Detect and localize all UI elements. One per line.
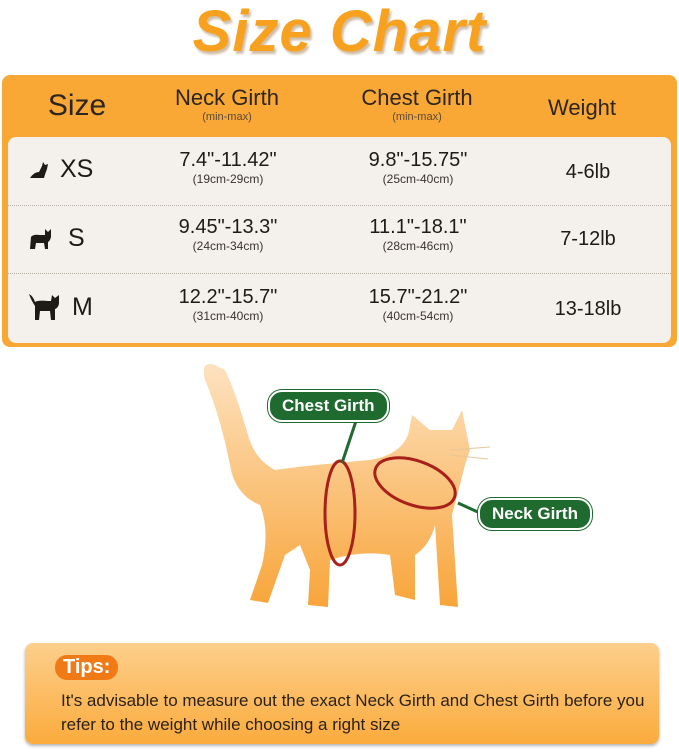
tips-label: Tips: [55, 655, 119, 680]
chest-cell: 9.8"-15.75" (25cm-40cm) [343, 149, 493, 186]
chest-in: 15.7"-21.2" [368, 286, 468, 308]
table-body: XS 7.4"-11.42" (19cm-29cm) 9.8"-15.75" (25… [8, 137, 671, 343]
chest-cm: (28cm-46cm) [382, 239, 454, 253]
chest-cell: 11.1"-18.1" (28cm-46cm) [343, 216, 493, 253]
header-weight: Weight [547, 95, 617, 120]
neck-cm: (31cm-40cm) [192, 309, 264, 323]
header-size: Size [47, 89, 107, 122]
header-neck-sub: (min-max) [202, 111, 252, 123]
cat-silhouette-icon [203, 364, 491, 607]
chest-cell: 15.7"-21.2" (40cm-54cm) [343, 286, 493, 323]
medium-cat-icon [30, 228, 51, 249]
weight-cell: 7-12lb [560, 228, 616, 250]
neck-cell: 9.45"-13.3" (24cm-34cm) [153, 216, 303, 253]
header-chest: Chest Girth (min-max) [342, 85, 492, 123]
table-header: Size Neck Girth (min-max) Chest Girth (m… [2, 75, 677, 137]
size-label: S [68, 224, 85, 252]
chest-cm: (25cm-40cm) [382, 172, 454, 186]
size-table: Size Neck Girth (min-max) Chest Girth (m… [2, 75, 677, 347]
neck-in: 12.2"-15.7" [178, 286, 278, 308]
table-row: XS 7.4"-11.42" (19cm-29cm) 9.8"-15.75" (25… [8, 137, 671, 205]
header-neck: Neck Girth (min-max) [152, 85, 302, 123]
chest-in: 9.8"-15.75" [368, 149, 468, 171]
size-label: M [72, 292, 93, 321]
weight-cell: 4-6lb [565, 161, 611, 183]
weight-cell: 13-18lb [554, 298, 622, 320]
neck-cm: (19cm-29cm) [192, 172, 264, 186]
header-chest-sub: (min-max) [392, 111, 442, 123]
neck-in: 9.45"-13.3" [178, 216, 278, 238]
size-cell: XS [28, 155, 93, 184]
small-cat-icon [30, 161, 48, 178]
neck-in: 7.4"-11.42" [179, 149, 277, 171]
neck-cell: 12.2"-15.7" (31cm-40cm) [153, 286, 303, 323]
size-cell: M [28, 292, 93, 322]
tips-box: Tips: It's advisable to measure out the … [25, 643, 659, 744]
cat-measurement-diagram [190, 355, 491, 620]
chest-cm: (40cm-54cm) [382, 309, 454, 323]
header-neck-label: Neck Girth [175, 85, 279, 110]
table-row: M 12.2"-15.7" (31cm-40cm) 15.7"-21.2" (40c… [8, 273, 671, 342]
chest-in: 11.1"-18.1" [369, 216, 467, 238]
neck-girth-label: Neck Girth [478, 498, 592, 530]
large-cat-icon [29, 294, 59, 320]
header-chest-label: Chest Girth [361, 85, 473, 110]
table-row: S 9.45"-13.3" (24cm-34cm) 11.1"-18.1" (28c… [8, 205, 671, 274]
size-label: XS [60, 155, 94, 183]
neck-cm: (24cm-34cm) [192, 239, 264, 253]
neck-cell: 7.4"-11.42" (19cm-29cm) [153, 149, 303, 186]
page-title: Size Chart [192, 0, 487, 64]
size-cell: S [28, 224, 85, 253]
tips-text: It's advisable to measure out the exact … [61, 691, 645, 734]
chest-girth-label: Chest Girth [268, 390, 389, 422]
